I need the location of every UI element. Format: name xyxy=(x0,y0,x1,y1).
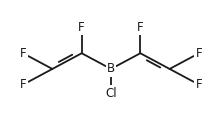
Text: Cl: Cl xyxy=(105,86,117,100)
Text: F: F xyxy=(20,78,26,91)
Text: F: F xyxy=(20,47,26,60)
Text: B: B xyxy=(107,62,115,75)
Text: F: F xyxy=(196,78,202,91)
Text: F: F xyxy=(196,47,202,60)
Text: F: F xyxy=(78,21,85,34)
Text: F: F xyxy=(137,21,144,34)
